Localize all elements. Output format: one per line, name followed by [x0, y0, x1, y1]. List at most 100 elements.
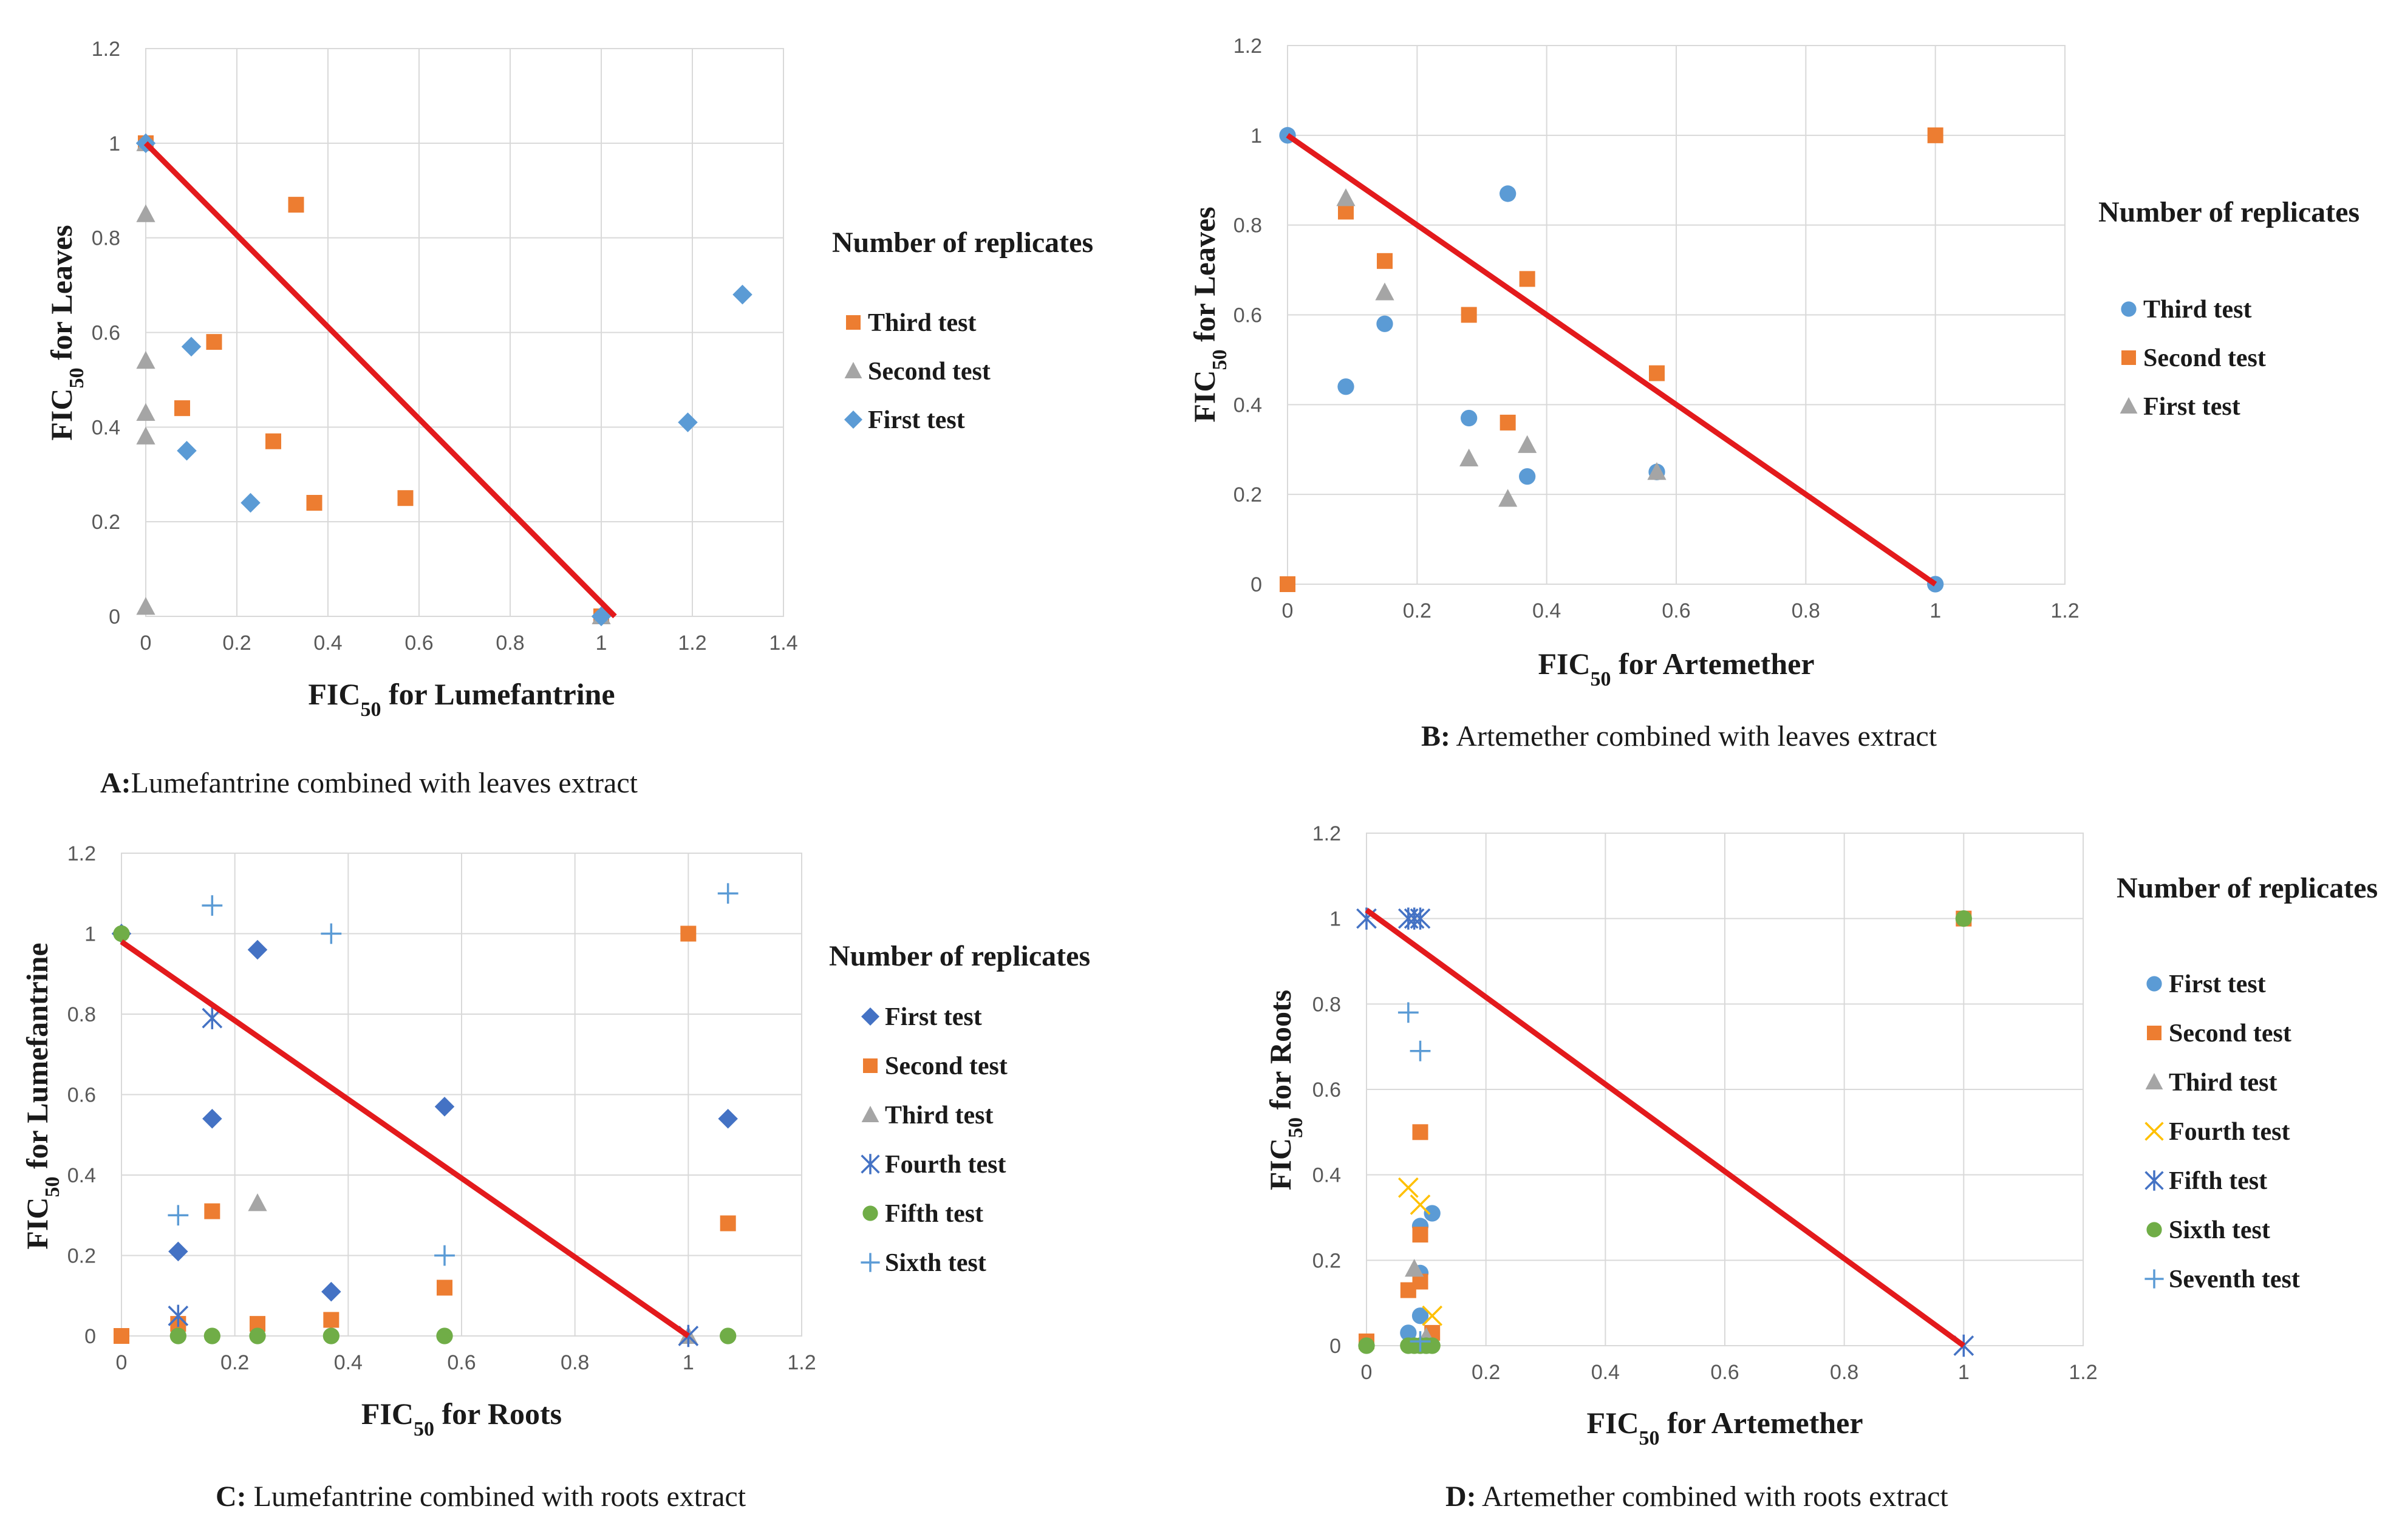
- x-tick-label: 0.4: [1591, 1361, 1620, 1384]
- x-axis-label-sub: 50: [414, 1418, 434, 1440]
- data-point: [1424, 1337, 1441, 1354]
- data-point: [168, 1205, 189, 1226]
- legend-item-label: First test: [2143, 393, 2240, 421]
- x-tick-label: 0.6: [447, 1351, 476, 1374]
- data-point: [434, 1097, 455, 1117]
- data-point: [1410, 1040, 1431, 1061]
- x-axis-label-fic: FIC: [1586, 1406, 1639, 1440]
- data-point: [1376, 315, 1393, 332]
- y-tick-label: 1: [84, 923, 96, 946]
- data-point: [202, 895, 223, 916]
- data-point: [1411, 1307, 1429, 1324]
- legend-item-label: Second test: [885, 1052, 1008, 1080]
- legend-item-label: Sixth test: [885, 1249, 986, 1277]
- y-axis-label: FIC50 for Leaves: [44, 225, 88, 440]
- legend-marker: [2144, 1122, 2164, 1141]
- panel-c: 0 0.2 0.4 0.6 0.8 1 1.2 0 0.2 0.4 0.6 0.8 1 1.2 FIC50 …: [20, 842, 1090, 1513]
- legend-item-label: First test: [885, 1003, 982, 1031]
- y-axis-label-sub: 50: [66, 368, 88, 389]
- data-point: [136, 403, 155, 421]
- data-point: [136, 426, 155, 445]
- x-axis-label-sub: 50: [1591, 668, 1611, 690]
- data-point: [436, 1327, 453, 1344]
- data-point: [1280, 576, 1295, 592]
- x-tick-label: 0.6: [1710, 1361, 1739, 1384]
- panel-caption: B: Artemether combined with leaves extra…: [1421, 720, 1937, 752]
- y-tick-label: 0.2: [92, 511, 120, 534]
- data-point: [1424, 1205, 1441, 1222]
- y-tick-label: 0.2: [1233, 483, 1262, 506]
- legend-marker: [2121, 301, 2137, 317]
- panel-caption-label: A:: [100, 767, 131, 799]
- y-tick-label: 0: [1329, 1335, 1341, 1358]
- legend-item-label: Second test: [868, 358, 991, 386]
- data-point: [1397, 1002, 1419, 1023]
- legend-title: Number of replicates: [832, 227, 1093, 259]
- legend-marker: [861, 1106, 879, 1122]
- y-tick-label: 1.2: [92, 38, 120, 61]
- data-point: [1459, 448, 1479, 467]
- series-seventh-test: [1397, 1002, 1431, 1352]
- data-point: [168, 1241, 188, 1262]
- data-point: [1337, 378, 1354, 395]
- legend-marker: [2121, 350, 2136, 365]
- y-axis-label-fic: FIC: [1263, 1138, 1297, 1190]
- data-point: [204, 1203, 220, 1219]
- legend-item-label: Second test: [2169, 1020, 2291, 1048]
- panel-b: 0 0.2 0.4 0.6 0.8 1 1.2 0 0.2 0.4 0.6 0.8 1 1.2 FIC50 …: [1187, 35, 2359, 752]
- x-tick-label: 1: [1958, 1361, 1970, 1384]
- data-point: [1358, 1337, 1375, 1354]
- y-tick-label: 0: [84, 1325, 96, 1348]
- x-tick-label: 1: [596, 632, 607, 655]
- y-tick-label: 1: [109, 132, 120, 155]
- legend-item-label: Third test: [2143, 296, 2252, 324]
- y-axis-label-fic: FIC: [44, 389, 78, 441]
- data-point: [265, 433, 281, 449]
- panel-caption-label: D:: [1445, 1480, 1476, 1513]
- y-tick-label: 0.6: [1233, 304, 1262, 327]
- legend-marker: [863, 1058, 878, 1073]
- y-tick-label: 0: [109, 605, 120, 629]
- x-tick-label: 0.2: [1472, 1361, 1500, 1384]
- x-tick-label: 1.2: [2069, 1361, 2097, 1384]
- y-axis-label: FIC50 for Leaves: [1187, 206, 1231, 422]
- data-point: [680, 925, 697, 942]
- panel-caption: C: Lumefantrine combined with roots extr…: [216, 1480, 746, 1513]
- x-tick-label: 0.6: [404, 632, 433, 655]
- legend-item-label: Fourth test: [885, 1151, 1006, 1179]
- legend-title: Number of replicates: [2098, 196, 2359, 228]
- data-point: [203, 1327, 220, 1344]
- y-tick-label: 1: [1250, 124, 1262, 148]
- y-tick-label: 0.4: [92, 416, 120, 439]
- legend-marker: [861, 1253, 880, 1272]
- additivity-line: [1365, 907, 1965, 1348]
- additivity-line: [143, 141, 617, 619]
- data-point: [1518, 435, 1537, 453]
- data-point: [434, 1245, 455, 1266]
- y-tick-label: 0.8: [92, 227, 120, 250]
- x-tick-label: 0.2: [220, 1351, 249, 1374]
- legend-item-label: Second test: [2143, 344, 2266, 372]
- y-tick-label: 0.2: [67, 1245, 96, 1268]
- y-axis-label-rest: for Lumefantrine: [20, 942, 54, 1176]
- additivity-line: [120, 939, 690, 1338]
- data-point: [321, 923, 342, 944]
- series-second-test: [1280, 127, 1943, 592]
- y-axis-label-sub: 50: [1285, 1117, 1307, 1138]
- panel-caption-text: Artemether combined with roots extract: [1476, 1480, 1949, 1513]
- legend-marker: [2144, 1269, 2164, 1289]
- y-tick-label: 0.2: [1312, 1249, 1341, 1272]
- data-point: [1375, 282, 1394, 301]
- y-tick-label: 0.8: [67, 1003, 96, 1026]
- series-fourth-test: [1397, 1177, 1443, 1326]
- x-tick-label: 0.8: [561, 1351, 589, 1374]
- legend-marker: [2146, 1222, 2162, 1238]
- data-point: [321, 1281, 341, 1302]
- y-tick-label: 0.4: [1312, 1164, 1341, 1187]
- y-tick-label: 0.4: [67, 1164, 96, 1187]
- data-point: [732, 284, 752, 305]
- data-point: [1955, 910, 1972, 927]
- legend-item-label: Third test: [868, 309, 977, 337]
- legend-marker: [844, 411, 862, 429]
